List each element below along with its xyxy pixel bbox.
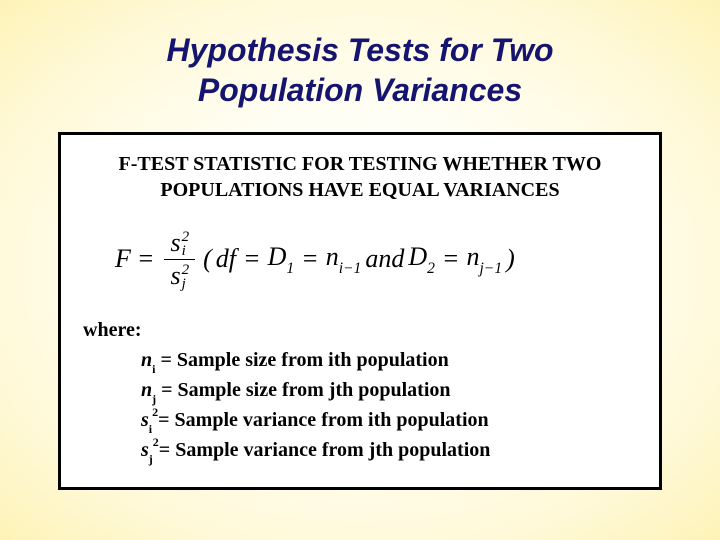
eq3: =	[301, 244, 319, 274]
title-line1: Hypothesis Tests for Two	[166, 32, 553, 68]
box-heading-line2: POPULATIONS HAVE EQUAL VARIANCES	[160, 179, 559, 201]
eq4: =	[442, 244, 460, 274]
def-text: = Sample size from ith population	[155, 349, 448, 371]
den-base: s	[170, 261, 180, 290]
and-word: and	[365, 244, 404, 274]
df-label: df	[216, 244, 236, 274]
def-text: = Sample variance from jth population	[159, 439, 491, 461]
def-sub: j	[152, 392, 156, 406]
slide: Hypothesis Tests for Two Population Vari…	[0, 0, 720, 540]
title-line2: Population Variances	[198, 72, 522, 108]
box-heading: F-TEST STATISTIC FOR TESTING WHETHER TWO…	[83, 151, 637, 203]
def-text: = Sample variance from ith population	[158, 409, 489, 431]
num-sub: i	[182, 245, 190, 259]
def-text: = Sample size from jth population	[156, 379, 450, 401]
num-base: s	[170, 228, 180, 257]
n2-sub: j−1	[479, 260, 502, 277]
box-heading-line1: F-TEST STATISTIC FOR TESTING WHETHER TWO	[119, 153, 602, 175]
n2-base: n	[466, 242, 479, 271]
formula-box: F-TEST STATISTIC FOR TESTING WHETHER TWO…	[58, 132, 662, 490]
def-line: nj = Sample size from jth population	[141, 376, 637, 406]
D1-base: D	[268, 242, 287, 271]
den-supsub: 2j	[182, 264, 190, 291]
slide-title: Hypothesis Tests for Two Population Vari…	[80, 30, 640, 110]
D1-sub: 1	[286, 260, 294, 277]
f-test-formula: F = s2i s2j (df = D1 = ni−1 and D2 = nj−…	[115, 227, 637, 291]
def-var: n	[141, 349, 152, 371]
D2: D2	[408, 242, 435, 276]
num-supsub: 2i	[182, 231, 190, 258]
def-var: n	[141, 379, 152, 401]
def-var: s	[141, 439, 149, 461]
den-sub: j	[182, 278, 190, 292]
n1-sub: i−1	[339, 260, 362, 277]
paren-close: )	[506, 244, 515, 274]
formula-lhs: F	[115, 244, 131, 274]
fraction-numerator: s2i	[164, 227, 195, 259]
n1: ni−1	[326, 242, 362, 276]
where-label: where:	[83, 319, 637, 342]
def-sup: 2	[153, 435, 159, 449]
fraction-denominator: s2j	[164, 260, 195, 292]
definitions-list: ni = Sample size from ith population nj …	[141, 346, 637, 465]
def-line: sj2= Sample variance from jth population	[141, 436, 637, 466]
formula-eq: =	[137, 244, 155, 274]
n2: nj−1	[466, 242, 502, 276]
D2-base: D	[408, 242, 427, 271]
def-sub: i	[149, 422, 152, 436]
formula-fraction: s2i s2j	[164, 227, 195, 291]
paren-open: (	[203, 244, 212, 274]
def-line: si2= Sample variance from ith population	[141, 406, 637, 436]
def-sub: j	[149, 452, 153, 466]
def-var: s	[141, 409, 149, 431]
eq2: =	[243, 244, 261, 274]
n1-base: n	[326, 242, 339, 271]
D2-sub: 2	[427, 260, 435, 277]
def-sub: i	[152, 362, 155, 376]
D1: D1	[268, 242, 295, 276]
def-line: ni = Sample size from ith population	[141, 346, 637, 376]
def-sup: 2	[152, 405, 158, 419]
